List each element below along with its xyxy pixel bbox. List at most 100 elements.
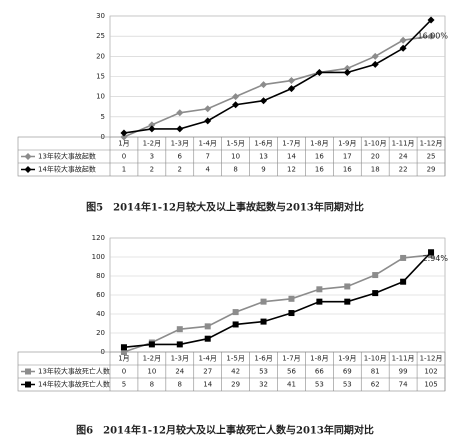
data-point xyxy=(287,77,295,85)
table-value: 16 xyxy=(315,166,324,174)
table-value: 102 xyxy=(424,368,437,376)
data-point xyxy=(260,298,267,305)
data-point xyxy=(344,298,351,305)
data-point xyxy=(260,97,268,105)
annotation: 16.00% xyxy=(417,32,448,41)
y-tick-label: 120 xyxy=(92,234,105,242)
caption: 图6 2014年1-12月较大及以上事故死亡人数与2013年同期对比 xyxy=(76,424,374,437)
x-tick-label: 1-7月 xyxy=(282,355,300,363)
y-tick-label: 80 xyxy=(96,272,105,280)
x-tick-label: 1-4月 xyxy=(198,355,216,363)
y-tick-label: 100 xyxy=(92,253,105,261)
x-tick-label: 1-5月 xyxy=(226,355,244,363)
series-line xyxy=(123,251,432,349)
data-point xyxy=(204,323,211,330)
table-value: 8 xyxy=(150,381,154,389)
y-tick-label: 10 xyxy=(96,93,105,101)
table-value: 32 xyxy=(259,381,268,389)
data-point xyxy=(287,85,295,93)
y-tick-label: 25 xyxy=(96,32,105,40)
data-point xyxy=(232,101,240,109)
legend-marker xyxy=(24,166,32,173)
x-tick-label: 1-3月 xyxy=(171,355,189,363)
data-point xyxy=(120,344,127,351)
data-point xyxy=(288,295,295,302)
data-point xyxy=(427,32,435,40)
table-value: 27 xyxy=(203,368,212,376)
y-tick-label: 15 xyxy=(96,73,105,81)
y-tick-label: 40 xyxy=(96,310,105,318)
table-value: 74 xyxy=(399,381,408,389)
caption: 图5 2014年1-12月较大及以上事故起数与2013年同期对比 xyxy=(86,201,364,214)
y-tick-label: 20 xyxy=(96,329,105,337)
data-point xyxy=(315,68,323,76)
table-value: 0 xyxy=(122,153,126,161)
table-value: 6 xyxy=(178,153,183,161)
data-point xyxy=(148,121,156,129)
data-point xyxy=(120,129,128,137)
table-value: 2 xyxy=(150,166,154,174)
data-point xyxy=(260,81,268,89)
data-point xyxy=(148,125,156,133)
table-value: 2 xyxy=(178,166,182,174)
x-tick-label: 1-10月 xyxy=(364,140,387,148)
legend-label: 13年较大事故死亡人数 xyxy=(38,367,110,376)
x-tick-label: 1月 xyxy=(118,355,129,363)
x-tick-label: 1-2月 xyxy=(143,355,161,363)
y-tick-label: 60 xyxy=(96,291,105,299)
table-value: 1 xyxy=(122,166,126,174)
annotation: 2.94% xyxy=(423,254,449,263)
data-point xyxy=(176,326,183,333)
table-value: 14 xyxy=(203,381,212,389)
data-point xyxy=(400,278,407,285)
table-value: 42 xyxy=(231,368,240,376)
table-value: 66 xyxy=(315,368,324,376)
data-point xyxy=(371,52,379,60)
x-tick-label: 1-12月 xyxy=(420,140,443,148)
table-value: 24 xyxy=(175,368,184,376)
data-point xyxy=(148,341,155,348)
table-value: 8 xyxy=(178,381,182,389)
x-tick-label: 1-9月 xyxy=(338,140,356,148)
table-value: 18 xyxy=(371,166,380,174)
x-tick-label: 1-11月 xyxy=(392,355,415,363)
table-value: 53 xyxy=(315,381,324,389)
x-tick-label: 1-3月 xyxy=(171,140,189,148)
table-value: 105 xyxy=(424,381,437,389)
x-tick-label: 1-10月 xyxy=(364,355,387,363)
data-point xyxy=(372,272,379,279)
data-point xyxy=(204,117,212,125)
table-value: 29 xyxy=(231,381,240,389)
data-point xyxy=(204,105,212,113)
x-tick-label: 1-7月 xyxy=(282,140,300,148)
series-line xyxy=(123,19,432,134)
table-value: 99 xyxy=(399,368,408,376)
legend-marker xyxy=(25,368,31,375)
data-point xyxy=(260,318,267,325)
x-tick-label: 1-5月 xyxy=(226,140,244,148)
table-value: 9 xyxy=(261,166,265,174)
data-point xyxy=(371,60,379,68)
table-value: 3 xyxy=(150,153,154,161)
legend-label: 14年较大事故死亡人数 xyxy=(38,380,110,389)
table-value: 4 xyxy=(205,166,210,174)
table-value: 53 xyxy=(259,368,268,376)
x-tick-label: 1-2月 xyxy=(143,140,161,148)
table-value: 16 xyxy=(343,166,352,174)
legend-label: 14年较大事故起数 xyxy=(38,165,96,174)
x-tick-label: 1-9月 xyxy=(338,355,356,363)
data-point xyxy=(372,290,379,297)
table-value: 10 xyxy=(231,153,240,161)
table-value: 5 xyxy=(122,381,126,389)
data-point xyxy=(176,125,184,133)
x-tick-label: 1-8月 xyxy=(310,140,328,148)
legend-label: 13年较大事故起数 xyxy=(38,152,96,161)
legend-marker xyxy=(24,153,32,160)
data-point xyxy=(316,298,323,305)
table-value: 16 xyxy=(315,153,324,161)
x-tick-label: 1-6月 xyxy=(254,140,272,148)
y-tick-label: 5 xyxy=(101,113,105,121)
table-value: 12 xyxy=(287,166,296,174)
data-point xyxy=(232,93,240,101)
